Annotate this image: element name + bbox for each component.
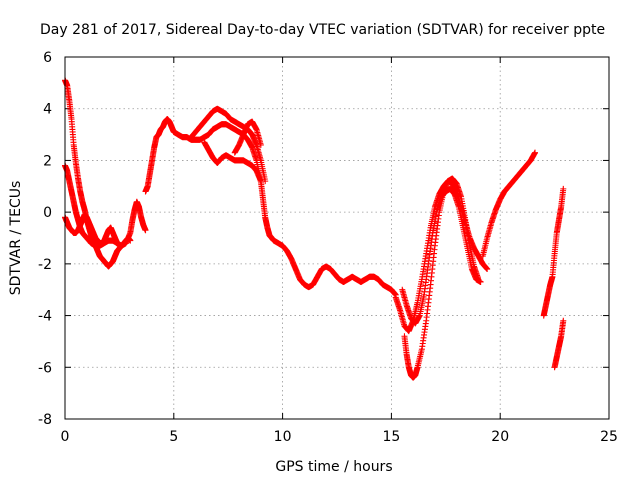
series-satellite-track-6 [201,139,264,185]
data-points [62,77,567,381]
x-tick-label: 15 [382,429,400,445]
series-satellite-track-11 [479,149,539,260]
y-tick-label: 4 [43,102,52,118]
series-satellite-track-2 [62,162,149,249]
y-tick-label: -4 [38,309,52,325]
grid-lines [65,57,609,419]
series-satellite-track-7 [231,118,264,156]
x-tick-label: 0 [61,429,70,445]
x-axis-label: GPS time / hours [275,459,392,475]
y-tick-label: 0 [43,205,52,221]
y-tick-label: -8 [38,412,52,428]
data-point [560,317,567,324]
series-satellite-track-4 [142,116,399,298]
data-point [257,141,264,148]
series-satellite-track-9 [401,175,482,381]
data-point [560,185,567,192]
y-tick-label: -6 [38,360,52,376]
data-point [484,266,491,273]
y-tick-label: -2 [38,257,52,273]
data-point [532,149,539,156]
series-satellite-track-13 [551,317,567,371]
data-point [477,278,484,285]
tick-labels: 0 5 10 15 20 25 -8 -6 -4 -2 0 2 4 6 [38,50,618,445]
series-satellite-track-12 [540,185,567,319]
data-point [257,178,264,185]
y-axis-label: SDTVAR / TECUs [8,181,24,296]
x-tick-label: 5 [169,429,178,445]
x-tick-label: 10 [274,429,292,445]
chart-title: Day 281 of 2017, Sidereal Day-to-day VTE… [40,22,605,38]
plot-frame [64,56,610,420]
axis-ticks [64,56,610,420]
y-tick-label: 6 [43,50,52,66]
x-tick-label: 20 [491,429,509,445]
y-tick-label: 2 [43,153,52,169]
data-point [116,242,123,249]
series-satellite-track-10 [399,185,484,327]
x-tick-label: 25 [600,429,618,445]
series-satellite-track-3 [62,211,123,249]
data-point [142,227,149,234]
